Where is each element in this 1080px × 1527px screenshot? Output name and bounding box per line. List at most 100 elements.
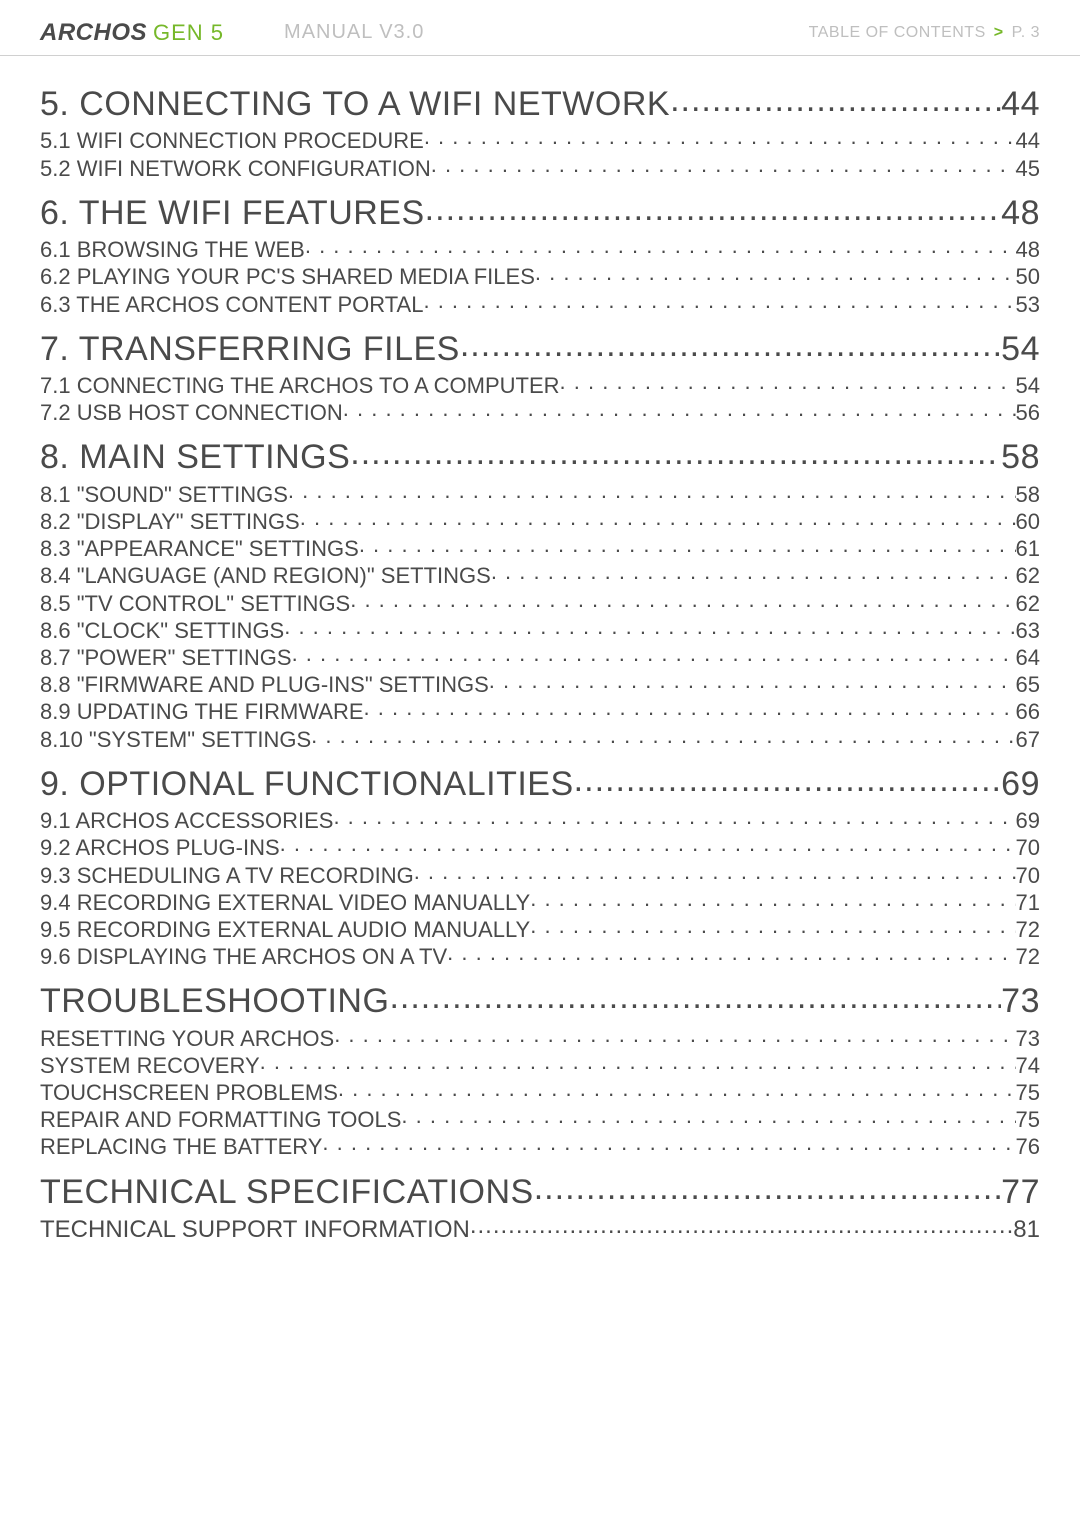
toc-leader	[359, 533, 1016, 557]
toc-leader	[460, 327, 1001, 364]
toc-row[interactable]: 5. CONNECTING TO A WIFI NETWORK44	[40, 86, 1040, 123]
toc-row[interactable]: 7.1 CONNECTING THE ARCHOS TO A COMPUTER 5…	[40, 374, 1040, 398]
toc-leader	[530, 887, 1015, 911]
toc-leader	[423, 289, 1015, 313]
page-number-label: P. 3	[1012, 24, 1040, 42]
toc-title: 8.1 "SOUND" SETTINGS	[40, 483, 288, 507]
toc-page: 77	[1001, 1174, 1040, 1211]
toc-page: 76	[1016, 1135, 1040, 1159]
toc-leader	[350, 588, 1015, 612]
toc-row[interactable]: 8.9 UPDATING THE FIRMWARE66	[40, 700, 1040, 724]
toc-title: TECHNICAL SUPPORT INFORMATION	[40, 1217, 470, 1243]
toc-leader	[489, 669, 1016, 693]
toc-page: 63	[1016, 619, 1040, 643]
brand-gen: GEN 5	[153, 20, 224, 46]
toc-row[interactable]: 6.2 PLAYING YOUR PC'S SHARED MEDIA FILES…	[40, 265, 1040, 289]
toc-row[interactable]: 8.6 "CLOCK" SETTINGS63	[40, 619, 1040, 643]
toc-page: 58	[1016, 483, 1040, 507]
toc-row[interactable]: 9.3 SCHEDULING A TV RECORDING70	[40, 864, 1040, 888]
toc-title: 6.2 PLAYING YOUR PC'S SHARED MEDIA FILES	[40, 265, 535, 289]
toc-leader	[322, 1131, 1015, 1155]
toc-page: 53	[1016, 293, 1040, 317]
toc-title: 9.5 RECORDING EXTERNAL AUDIO MANUALLY	[40, 918, 530, 942]
toc-title: 9.6 DISPLAYING THE ARCHOS ON A TV	[40, 945, 447, 969]
toc-title: 8.5 "TV CONTROL" SETTINGS	[40, 592, 350, 616]
toc-leader	[401, 1104, 1015, 1128]
toc-leader	[364, 696, 1016, 720]
toc-title: 8.10 "SYSTEM" SETTINGS	[40, 728, 311, 752]
toc-row[interactable]: 6.3 THE ARCHOS CONTENT PORTAL53	[40, 293, 1040, 317]
toc-page: 81	[1013, 1217, 1040, 1243]
toc-leader	[334, 1023, 1015, 1047]
toc-leader	[425, 191, 1002, 228]
toc-leader	[288, 479, 1016, 503]
toc-row[interactable]: TECHNICAL SUPPORT INFORMATION 81	[40, 1217, 1040, 1243]
toc-page: 54	[1016, 374, 1040, 398]
toc-leader	[280, 832, 1016, 856]
toc-leader	[534, 1170, 1001, 1207]
toc-row[interactable]: 8.5 "TV CONTROL" SETTINGS 62	[40, 592, 1040, 616]
toc-row[interactable]: 8.10 "SYSTEM" SETTINGS67	[40, 728, 1040, 752]
toc-row[interactable]: 7. TRANSFERRING FILES 54	[40, 331, 1040, 368]
toc-row[interactable]: 9.1 ARCHOS ACCESSORIES69	[40, 809, 1040, 833]
header-right: TABLE OF CONTENTS > P. 3	[809, 24, 1040, 42]
toc-row[interactable]: TECHNICAL SPECIFICATIONS77	[40, 1174, 1040, 1211]
toc-page: 70	[1016, 864, 1040, 888]
toc-row[interactable]: 6. THE WIFI FEATURES48	[40, 195, 1040, 232]
toc-row[interactable]: 8.4 "LANGUAGE (AND REGION)" SETTINGS62	[40, 564, 1040, 588]
toc-title: 9. OPTIONAL FUNCTIONALITIES	[40, 766, 574, 803]
toc-page: 69	[1001, 766, 1040, 803]
toc-title: 8.3 "APPEARANCE" SETTINGS	[40, 537, 359, 561]
toc-row[interactable]: REPAIR AND FORMATTING TOOLS75	[40, 1108, 1040, 1132]
toc-row[interactable]: 9.6 DISPLAYING THE ARCHOS ON A TV72	[40, 945, 1040, 969]
toc-row[interactable]: 8.7 "POWER" SETTINGS64	[40, 646, 1040, 670]
toc-row[interactable]: 8.1 "SOUND" SETTINGS 58	[40, 483, 1040, 507]
toc-row[interactable]: TROUBLESHOOTING 73	[40, 983, 1040, 1020]
toc-title: 8.8 "FIRMWARE AND PLUG-INS" SETTINGS	[40, 673, 489, 697]
toc-title: REPLACING THE BATTERY	[40, 1135, 322, 1159]
toc-title: TROUBLESHOOTING	[40, 983, 389, 1020]
toc-row[interactable]: SYSTEM RECOVERY74	[40, 1054, 1040, 1078]
toc-row[interactable]: 9.5 RECORDING EXTERNAL AUDIO MANUALLY 72	[40, 918, 1040, 942]
toc-leader	[350, 435, 1001, 472]
toc-title: 5.2 WIFI NETWORK CONFIGURATION	[40, 157, 431, 181]
toc-leader	[670, 82, 1001, 119]
toc-title: 7.1 CONNECTING THE ARCHOS TO A COMPUTER	[40, 374, 560, 398]
toc-row[interactable]: 6.1 BROWSING THE WEB48	[40, 238, 1040, 262]
toc-row[interactable]: 8.2 "DISPLAY" SETTINGS60	[40, 510, 1040, 534]
toc-row[interactable]: 5.1 WIFI CONNECTION PROCEDURE44	[40, 129, 1040, 153]
toc-title: 8. MAIN SETTINGS	[40, 439, 350, 476]
toc-row[interactable]: 9.2 ARCHOS PLUG-INS70	[40, 836, 1040, 860]
toc-page: 75	[1016, 1081, 1040, 1105]
toc-row[interactable]: 9. OPTIONAL FUNCTIONALITIES 69	[40, 766, 1040, 803]
toc-title: TOUCHSCREEN PROBLEMS	[40, 1081, 338, 1105]
toc-title: RESETTING YOUR ARCHOS	[40, 1027, 334, 1051]
toc-row[interactable]: 8.8 "FIRMWARE AND PLUG-INS" SETTINGS 65	[40, 673, 1040, 697]
toc-row[interactable]: 5.2 WIFI NETWORK CONFIGURATION45	[40, 157, 1040, 181]
toc-page: 60	[1016, 510, 1040, 534]
toc-row[interactable]: TOUCHSCREEN PROBLEMS 75	[40, 1081, 1040, 1105]
toc-row[interactable]: RESETTING YOUR ARCHOS 73	[40, 1027, 1040, 1051]
toc-leader	[305, 234, 1016, 258]
toc-row[interactable]: 7.2 USB HOST CONNECTION56	[40, 401, 1040, 425]
toc-page: 73	[1001, 983, 1040, 1020]
toc-page: 61	[1016, 537, 1040, 561]
toc-page: 62	[1016, 564, 1040, 588]
toc-page: 62	[1016, 592, 1040, 616]
toc-page: 72	[1016, 918, 1040, 942]
toc-leader	[560, 370, 1016, 394]
toc-row[interactable]: 9.4 RECORDING EXTERNAL VIDEO MANUALLY71	[40, 891, 1040, 915]
toc-page: 48	[1001, 195, 1040, 232]
toc-leader	[535, 261, 1016, 285]
toc-row[interactable]: REPLACING THE BATTERY 76	[40, 1135, 1040, 1159]
toc-page: 65	[1016, 673, 1040, 697]
toc-row[interactable]: 8. MAIN SETTINGS58	[40, 439, 1040, 476]
toc-leader	[333, 805, 1015, 829]
toc-title: REPAIR AND FORMATTING TOOLS	[40, 1108, 401, 1132]
toc-leader	[447, 941, 1015, 965]
toc-title: 7. TRANSFERRING FILES	[40, 331, 460, 368]
toc-page: 73	[1016, 1027, 1040, 1051]
toc-leader	[389, 979, 1001, 1016]
toc-row[interactable]: 8.3 "APPEARANCE" SETTINGS 61	[40, 537, 1040, 561]
toc-page: 54	[1001, 331, 1040, 368]
